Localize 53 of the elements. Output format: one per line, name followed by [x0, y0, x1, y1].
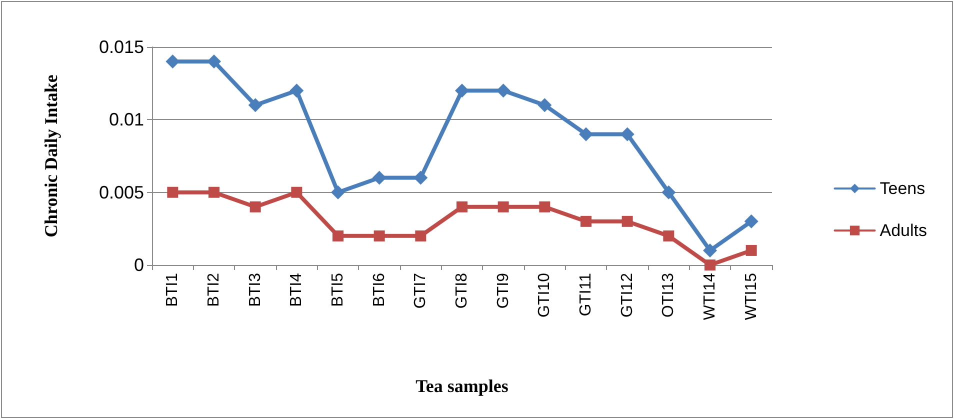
x-tick-label: BTI3 [246, 272, 264, 307]
y-tick-label: 0 [134, 255, 144, 275]
y-tick-label: 0.005 [98, 182, 144, 202]
point [250, 201, 261, 212]
x-tick-label: WTI15 [742, 272, 760, 320]
x-tick-label: GTI8 [454, 272, 470, 309]
point [580, 216, 592, 227]
point [167, 186, 178, 198]
point [746, 244, 757, 256]
x-axis-title: Tea samples [416, 376, 508, 396]
x-tick-label: BTI6 [370, 272, 388, 307]
x-tick-label: WTI14 [702, 272, 718, 320]
x-tick-label: GTI11 [578, 272, 594, 316]
point [248, 98, 262, 112]
y-axis-title: Chronic Daily Intake [41, 74, 61, 238]
point [663, 230, 674, 242]
y-tick-label: 0.015 [98, 37, 144, 57]
point [332, 230, 344, 242]
legend-label: Teens [880, 179, 926, 198]
point [290, 84, 304, 98]
point [539, 201, 550, 212]
point [374, 230, 385, 242]
point [455, 84, 469, 98]
x-tick-label: BTI2 [206, 272, 222, 307]
x-tick-label: BTI5 [330, 272, 346, 307]
point [498, 201, 509, 212]
x-tick-label: GTI10 [536, 272, 554, 318]
x-tick-label: BTI1 [164, 272, 182, 307]
point [496, 84, 510, 98]
x-tick-label: BTI4 [288, 272, 306, 307]
point [579, 127, 593, 142]
point [166, 54, 180, 69]
point [291, 186, 302, 198]
point [331, 185, 345, 200]
point [704, 260, 716, 270]
point [208, 186, 220, 198]
point [744, 214, 758, 228]
point [622, 216, 633, 227]
point [415, 230, 426, 242]
x-tick-label: GTI12 [618, 272, 636, 318]
point [703, 243, 717, 258]
x-tick-label: GTI7 [412, 272, 430, 309]
point [372, 170, 386, 185]
x-tick-label: GTI9 [494, 272, 512, 309]
y-tick-label: 0.01 [108, 110, 144, 130]
x-tick-label: OTI13 [660, 272, 678, 318]
point [620, 127, 634, 142]
point [538, 98, 552, 112]
point [662, 185, 676, 200]
point [456, 201, 468, 212]
point [207, 54, 221, 69]
legend-label: Adults [880, 221, 927, 240]
point [414, 170, 428, 185]
